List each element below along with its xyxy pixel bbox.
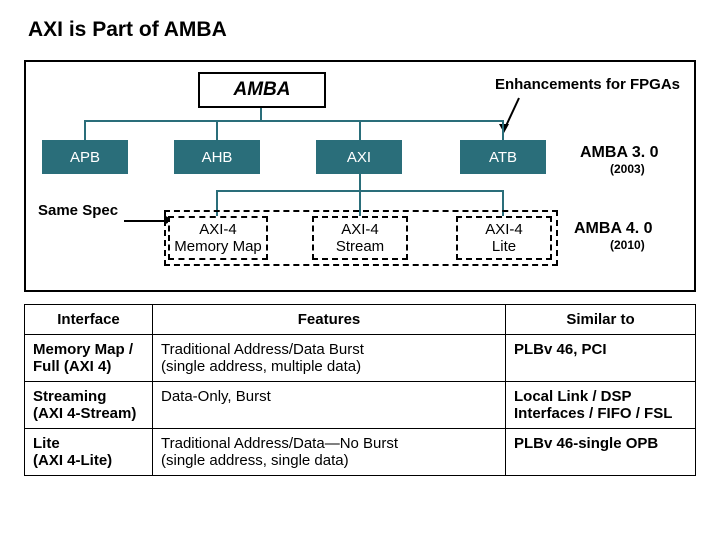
axi4-l-l1: AXI-4 xyxy=(485,221,523,238)
iface-l1: Streaming xyxy=(33,388,106,405)
sim-cell: PLBv 46-single OPB xyxy=(506,429,696,476)
table-row: Memory Map / Full (AXI 4) Traditional Ad… xyxy=(25,335,696,382)
table-row: Lite (AXI 4-Lite) Traditional Address/Da… xyxy=(25,429,696,476)
axi-box: AXI xyxy=(316,140,402,174)
sim-cell: Local Link / DSP Interfaces / FIFO / FSL xyxy=(506,382,696,429)
table-row: Streaming (AXI 4-Stream) Data-Only, Burs… xyxy=(25,382,696,429)
ahb-box: AHB xyxy=(174,140,260,174)
sim-cell: PLBv 46, PCI xyxy=(506,335,696,382)
amba3-label: AMBA 3. 0 xyxy=(580,144,659,162)
feat-l1: Traditional Address/Data—No Burst xyxy=(161,435,398,452)
iface-l1: Memory Map / xyxy=(33,341,133,358)
col-similar: Similar to xyxy=(506,305,696,335)
features-table: Interface Features Similar to Memory Map… xyxy=(24,304,696,476)
iface-l2: (AXI 4-Stream) xyxy=(33,405,136,422)
iface-l1: Lite xyxy=(33,435,60,452)
axi4-stream-box: AXI-4 Stream xyxy=(312,216,408,260)
axi4-l-l2: Lite xyxy=(492,238,516,255)
feat-l1: Traditional Address/Data Burst xyxy=(161,341,364,358)
amba4-year: (2010) xyxy=(610,238,645,252)
enhancements-label: Enhancements for FPGAs xyxy=(495,76,680,93)
iface-l2: Full (AXI 4) xyxy=(33,358,111,375)
atb-box: ATB xyxy=(460,140,546,174)
axi4-lite-box: AXI-4 Lite xyxy=(456,216,552,260)
table-header-row: Interface Features Similar to xyxy=(25,305,696,335)
feat-l2: (single address, single data) xyxy=(161,452,349,469)
apb-box: APB xyxy=(42,140,128,174)
axi4-s-l2: Stream xyxy=(336,238,384,255)
hierarchy-diagram: AMBA Enhancements for FPGAs APB AHB AXI … xyxy=(24,60,696,292)
axi4-mm-l2: Memory Map xyxy=(174,238,262,255)
amba3-year: (2003) xyxy=(610,162,645,176)
axi4-mm-l1: AXI-4 xyxy=(199,221,237,238)
iface-l2: (AXI 4-Lite) xyxy=(33,452,112,469)
col-features: Features xyxy=(153,305,506,335)
feat-l1: Data-Only, Burst xyxy=(161,388,271,405)
axi4-memorymap-box: AXI-4 Memory Map xyxy=(168,216,268,260)
feat-l2: (single address, multiple data) xyxy=(161,358,361,375)
page-title: AXI is Part of AMBA xyxy=(0,0,720,42)
amba4-label: AMBA 4. 0 xyxy=(574,220,653,238)
axi4-s-l1: AXI-4 xyxy=(341,221,379,238)
same-spec-label: Same Spec xyxy=(38,202,118,219)
col-interface: Interface xyxy=(25,305,153,335)
amba-root-box: AMBA xyxy=(198,72,326,108)
